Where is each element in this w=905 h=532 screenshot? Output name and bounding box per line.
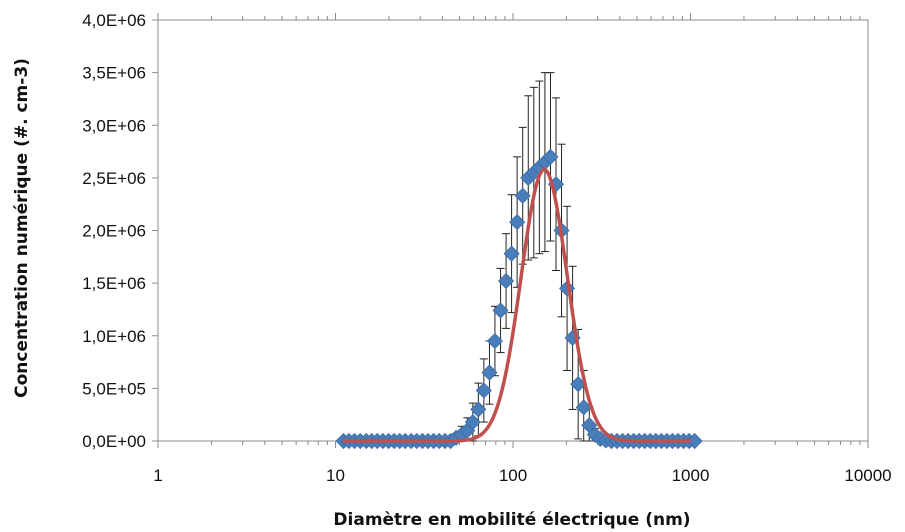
data-point	[509, 214, 526, 231]
y-tick-label: 1,5E+06	[82, 274, 146, 293]
y-tick-label: 2,0E+06	[82, 222, 146, 241]
y-tick-label: 3,5E+06	[82, 64, 146, 83]
x-tick-label: 1000	[672, 466, 710, 485]
data-point	[492, 302, 509, 319]
tick-labels: 0,0E+00 5,0E+05 1,0E+06 1,5E+06 2,0E+06 2,5E+…	[82, 11, 891, 485]
data-point	[486, 332, 503, 350]
fit-line	[342, 167, 691, 443]
data-point	[575, 399, 592, 416]
data-point	[464, 413, 481, 431]
y-tick-label: 1,0E+06	[82, 327, 146, 346]
y-tick-label: 0,0E+00	[82, 432, 146, 451]
x-tick-label: 1	[153, 466, 162, 485]
plot-frame	[157, 19, 869, 442]
data-point	[470, 401, 487, 418]
fit-curve	[342, 167, 691, 443]
data-point	[498, 272, 515, 290]
data-point	[514, 187, 531, 204]
x-tick-label: 100	[499, 466, 527, 485]
data-point	[503, 245, 520, 262]
y-tick-label: 3,0E+06	[82, 116, 146, 135]
x-axis-title: Diamètre en mobilité électrique (nm)	[333, 510, 690, 530]
y-tick-label: 5,0E+05	[82, 379, 146, 398]
x-tick-label: 10	[326, 466, 345, 485]
y-tick-label: 4,0E+06	[82, 11, 146, 30]
chart-axes	[152, 13, 869, 448]
x-tick-label: 10000	[844, 466, 891, 485]
y-axis-title: Concentration numérique (#. cm-3)	[12, 58, 32, 398]
data-point	[475, 382, 492, 399]
data-point	[481, 364, 498, 381]
data-point	[686, 432, 703, 450]
y-tick-label: 2,5E+06	[82, 169, 146, 188]
data-point	[542, 148, 559, 165]
